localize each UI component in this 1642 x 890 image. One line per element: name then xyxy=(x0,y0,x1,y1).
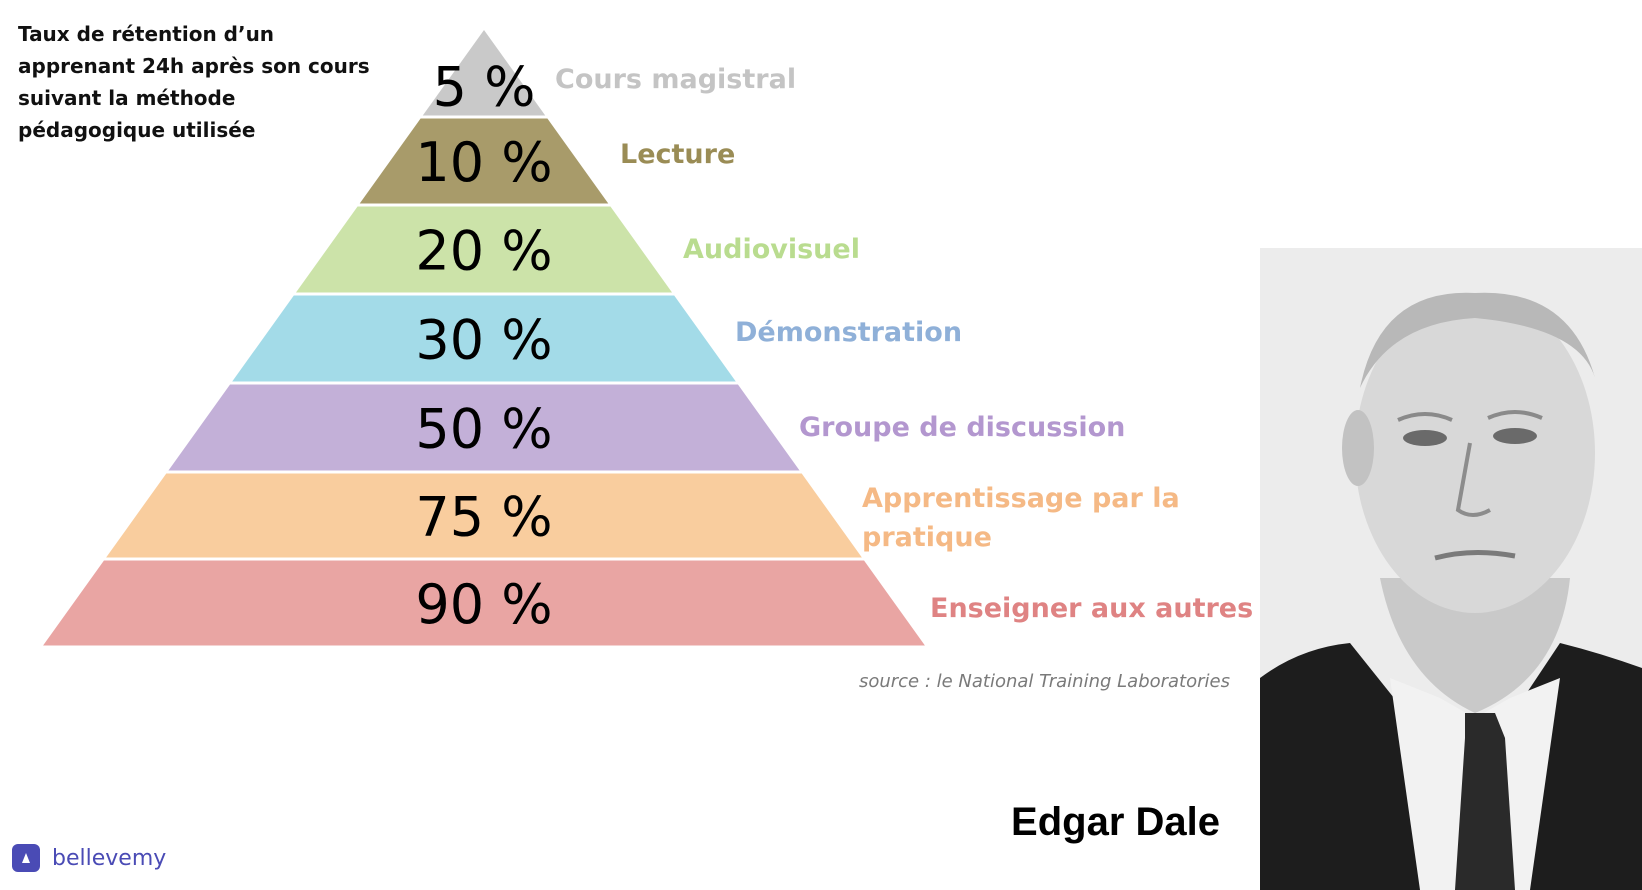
layer-percentage: 50 % xyxy=(415,398,552,461)
pyramid-layer xyxy=(106,473,862,558)
pyramid-layer xyxy=(359,118,609,204)
layer-label: Cours magistral xyxy=(555,64,796,95)
pyramid-layer xyxy=(168,384,800,471)
layer-label: Groupe de discussion xyxy=(799,412,1125,443)
layer-label: Enseigner aux autres xyxy=(930,593,1253,624)
brand-logo: bellevemy xyxy=(12,843,166,873)
brand-icon xyxy=(12,844,40,872)
layer-percentage: 5 % xyxy=(433,56,536,119)
brand-name: bellevemy xyxy=(52,845,167,871)
pyramid-layer xyxy=(232,295,736,382)
person-name: Edgar Dale xyxy=(1011,800,1220,844)
layer-label: Démonstration xyxy=(735,317,962,348)
pyramid-layer xyxy=(295,206,673,293)
layer-percentage: 30 % xyxy=(415,309,552,372)
layer-label: Lecture xyxy=(620,139,735,170)
layer-label: Audiovisuel xyxy=(683,234,860,265)
pyramid-layer xyxy=(43,560,925,646)
layer-percentage: 90 % xyxy=(415,573,552,636)
layer-percentage: 75 % xyxy=(415,486,552,549)
layer-percentage: 10 % xyxy=(415,131,552,194)
portrait-photo xyxy=(1260,248,1642,890)
pyramid-layer xyxy=(422,30,546,116)
layer-percentage: 20 % xyxy=(415,220,552,283)
caption: Taux de rétention d’un apprenant 24h apr… xyxy=(18,22,370,142)
source-note: source : le National Training Laboratori… xyxy=(858,671,1230,692)
layer-label: Apprentissage par la pratique xyxy=(862,483,1180,553)
